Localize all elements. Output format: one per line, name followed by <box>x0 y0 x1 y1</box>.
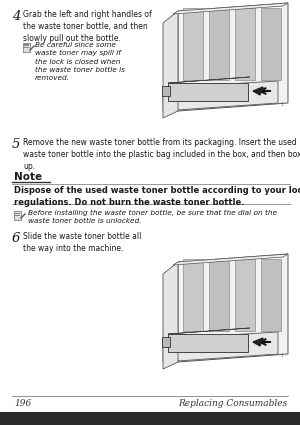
Polygon shape <box>163 262 178 369</box>
Polygon shape <box>173 3 288 14</box>
Bar <box>168 334 248 352</box>
Text: 1: 1 <box>281 102 284 107</box>
Text: 1: 1 <box>281 353 284 358</box>
Bar <box>0 412 300 425</box>
Polygon shape <box>163 11 178 118</box>
Text: 6: 6 <box>12 232 20 245</box>
Bar <box>235 259 255 331</box>
Bar <box>15 212 20 213</box>
Polygon shape <box>168 77 250 83</box>
Polygon shape <box>173 254 288 265</box>
Bar <box>23 43 30 52</box>
Bar <box>24 44 29 45</box>
Text: Before installing the waste toner bottle, be sure that the dial on the
waste ton: Before installing the waste toner bottle… <box>28 210 277 224</box>
Bar <box>235 8 255 80</box>
Bar <box>14 211 21 220</box>
Bar <box>209 8 229 80</box>
Text: 196: 196 <box>14 399 31 408</box>
Bar <box>209 259 229 331</box>
Polygon shape <box>163 332 278 362</box>
Bar <box>162 337 170 347</box>
Bar <box>162 86 170 96</box>
Bar <box>261 259 281 331</box>
Polygon shape <box>168 328 250 334</box>
Text: Replacing Consumables: Replacing Consumables <box>178 399 287 408</box>
Polygon shape <box>178 254 288 362</box>
Bar <box>183 8 203 80</box>
Text: Slide the waste toner bottle all
the way into the machine.: Slide the waste toner bottle all the way… <box>23 232 141 253</box>
Polygon shape <box>253 87 263 95</box>
Text: Dispose of the used waste toner bottle according to your local
regulations. Do n: Dispose of the used waste toner bottle a… <box>14 186 300 207</box>
Text: Note: Note <box>14 172 42 182</box>
Text: Be careful since some
waste toner may spill if
the lock is closed when
the waste: Be careful since some waste toner may sp… <box>35 42 125 81</box>
Text: Grab the left and right handles of
the waste toner bottle, and then
slowly pull : Grab the left and right handles of the w… <box>23 10 152 43</box>
Polygon shape <box>163 81 278 111</box>
Bar <box>24 46 29 48</box>
Bar <box>168 83 248 101</box>
Bar <box>183 259 203 331</box>
Text: 4: 4 <box>12 10 20 23</box>
Polygon shape <box>253 338 263 346</box>
Bar <box>261 8 281 80</box>
Text: 5: 5 <box>12 138 20 151</box>
Polygon shape <box>178 3 288 111</box>
Text: Remove the new waste toner bottle from its packaging. Insert the used
waste tone: Remove the new waste toner bottle from i… <box>23 138 300 171</box>
